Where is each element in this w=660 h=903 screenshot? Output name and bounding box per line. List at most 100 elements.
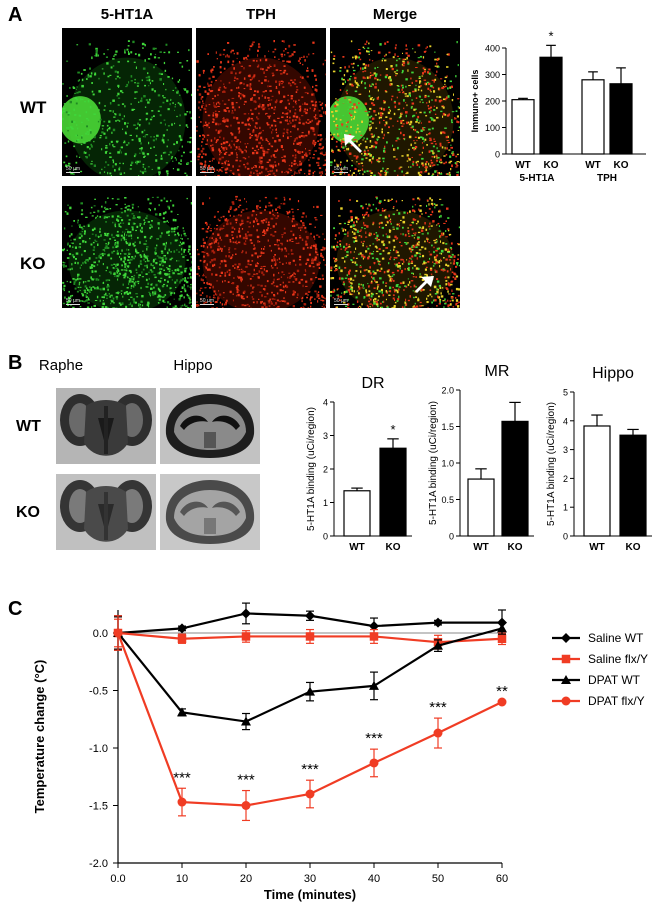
- legend-label: Saline flx/Y: [588, 652, 648, 666]
- micrograph-ko-tph-stain: [196, 186, 326, 308]
- significance-label: ***: [237, 772, 255, 789]
- legend-label: DPAT WT: [588, 673, 641, 687]
- row-label-wt: WT: [20, 98, 47, 117]
- autoradiograph-ko-hippo: [160, 474, 260, 550]
- data-point: [433, 728, 443, 738]
- data-point: [369, 758, 379, 768]
- chart-temperature-change: -2.0 -1.5 -1.0 -0.5 0.0 0.0 10 20 30 40 50 60 Time (…: [32, 602, 648, 902]
- legend-label: Saline WT: [588, 631, 644, 645]
- y-tick-label: 4: [323, 398, 328, 408]
- category-label: WT: [585, 160, 601, 171]
- autoradiograph-wt-hippo: [160, 388, 260, 464]
- y-tick-label: 0.5: [441, 495, 454, 505]
- y-tick-label: 3: [563, 445, 568, 455]
- x-tick-label: 50: [432, 873, 444, 885]
- group-label: 5-HT1A: [519, 173, 554, 184]
- row-label-ko: KO: [20, 254, 46, 273]
- data-point: [433, 617, 443, 628]
- bar: [583, 425, 611, 537]
- chart-hippo-binding: Hippo 0 1 2 3 4 5 5-HT1A binding (uCi/region) WT…: [546, 365, 652, 553]
- y-tick-label: 2: [323, 465, 328, 475]
- scale-bar: 50 µm: [66, 298, 80, 305]
- data-point: [369, 680, 379, 690]
- category-label: KO: [544, 160, 559, 171]
- scale-bar: 50 µm: [200, 166, 214, 173]
- panel-b-letter: B: [8, 352, 23, 374]
- y-tick-label: 1: [323, 498, 328, 508]
- chart-root: DR 0 1 2 3 4 5-HT1A binding (uCi/region) WT KO *: [306, 375, 412, 553]
- autoradiograph-ko-raphe: [56, 474, 156, 550]
- micrograph-ko-5ht1a-stain: [62, 186, 192, 308]
- data-point: [305, 686, 315, 696]
- data-point: [561, 633, 571, 643]
- micrograph-wt-tph: 50 µm: [196, 28, 326, 176]
- y-axis-label: Temperature change (°C): [32, 660, 47, 814]
- bar: [619, 434, 647, 537]
- data-point: [305, 789, 315, 799]
- category-label: KO: [626, 542, 641, 553]
- data-point: [177, 634, 187, 643]
- data-point: [561, 696, 571, 706]
- autoradiograph-ko-raphe-image: [60, 480, 152, 542]
- data-point: [497, 634, 507, 643]
- significance-label: *: [390, 422, 395, 437]
- y-tick-label: 1: [563, 503, 568, 513]
- bar: [379, 447, 407, 537]
- chart-root: 0 100 200 300 400 Immuno+ cells WT KO * WT KO 5-HT1…: [470, 30, 646, 184]
- scale-bar: 50 µm: [200, 298, 214, 305]
- micrograph-wt-merge-stain: [330, 28, 460, 176]
- legend-entry: DPAT WT: [552, 673, 641, 687]
- significance-label: ***: [301, 761, 319, 778]
- y-tick-label: 2.0: [441, 386, 454, 396]
- micrograph-ko-merge: 50 µm: [330, 186, 460, 308]
- y-tick-label: 0: [563, 532, 568, 542]
- group-label: TPH: [597, 173, 617, 184]
- micrograph-wt-tph-stain: [196, 28, 326, 176]
- bar: [581, 79, 605, 155]
- data-point: [561, 675, 571, 684]
- y-tick-label: 3: [323, 431, 328, 441]
- chart-title: Hippo: [592, 365, 634, 382]
- y-tick-label: 4: [563, 416, 568, 426]
- scale-bar: 50 µm: [334, 166, 348, 173]
- data-point: [305, 632, 315, 641]
- x-tick-label: 30: [304, 873, 316, 885]
- row-label-wt: WT: [16, 418, 41, 435]
- autoradiograph-wt-raphe-image: [60, 394, 152, 456]
- data-point: [177, 623, 187, 634]
- significance-label: ***: [429, 699, 447, 716]
- y-tick-label: 100: [485, 123, 500, 133]
- column-header-tph: TPH: [246, 6, 276, 23]
- autoradiograph-wt-hippo-image: [165, 394, 255, 458]
- bar: [467, 478, 495, 537]
- column-header-hippo: Hippo: [173, 357, 213, 374]
- chart-root: MR 0 0.5 1.0 1.5 2.05-HT1A binding (uCi/regio…: [428, 363, 534, 553]
- y-tick-label: -0.5: [89, 686, 108, 698]
- legend-entry: Saline flx/Y: [552, 652, 648, 666]
- x-tick-label: 0.0: [110, 873, 125, 885]
- y-tick-label: 1.0: [441, 459, 454, 469]
- y-tick-label: 2: [563, 474, 568, 484]
- y-tick-label: 1.5: [441, 422, 454, 432]
- category-label: KO: [614, 160, 629, 171]
- bar: [343, 490, 371, 537]
- y-tick-label: 0: [449, 532, 454, 542]
- chart-dr-binding: DR 0 1 2 3 4 5-HT1A binding (uCi/region) WT KO *: [306, 375, 412, 553]
- y-tick-label: -1.5: [89, 801, 108, 813]
- y-tick-label: 5: [563, 388, 568, 398]
- chart-title: DR: [361, 375, 384, 392]
- panel-c-letter: C: [8, 598, 23, 620]
- data-point: [241, 801, 251, 810]
- bar: [609, 83, 633, 155]
- data-point: [497, 623, 507, 633]
- y-tick-label: 200: [485, 97, 500, 107]
- x-tick-label: 20: [240, 873, 252, 885]
- chart-root: Hippo 0 1 2 3 4 5 5-HT1A binding (uCi/region) WT…: [546, 365, 652, 553]
- y-tick-label: 0.0: [93, 628, 108, 640]
- data-point: [113, 628, 123, 638]
- micrograph-wt-5ht1a: 50 µm: [62, 28, 192, 176]
- data-point: [433, 640, 443, 650]
- micrograph-ko-tph: 50 µm: [196, 186, 326, 308]
- x-tick-label: 40: [368, 873, 380, 885]
- x-axis-label: Time (minutes): [264, 887, 356, 902]
